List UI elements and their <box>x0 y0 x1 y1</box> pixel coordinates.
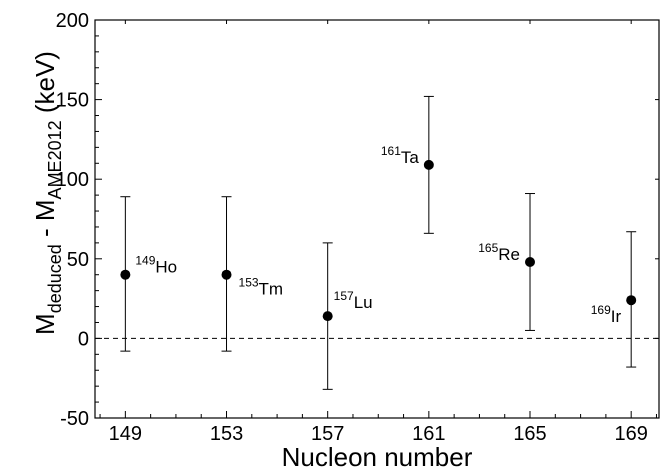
y-tick-label: 0 <box>78 328 89 350</box>
data-point <box>322 311 333 322</box>
y-tick-label: 100 <box>56 169 89 191</box>
point-label: 157Lu <box>334 289 373 312</box>
point-label-mass: 161 <box>381 144 401 158</box>
point-label-element: Ta <box>401 148 420 167</box>
data-point <box>221 269 232 280</box>
y-axis-title-sub1: deduced <box>45 244 65 313</box>
data-point <box>626 295 637 306</box>
point-label-mass: 157 <box>334 289 354 303</box>
point-label: 165Re <box>478 241 520 264</box>
point-label-mass: 169 <box>591 303 611 317</box>
point-label-element: Re <box>498 245 520 264</box>
point-label: 161Ta <box>381 144 420 167</box>
ticks: 149 153 157 161 165 169 -50 0 50 100 150 200 <box>56 10 659 445</box>
error-bars <box>120 95 637 390</box>
point-label-element: Tm <box>259 280 284 299</box>
point-label: 169Ir <box>591 303 622 326</box>
y-axis-title-unit: (keV) <box>30 51 60 120</box>
x-tick-label: 153 <box>210 423 243 445</box>
y-axis-title: Mdeduced - MAME2012 (keV) <box>30 51 65 335</box>
x-tick-label: 157 <box>311 423 344 445</box>
y-tick-label: 150 <box>56 90 89 112</box>
y-tick-label: 200 <box>56 10 89 32</box>
y-tick-label: 50 <box>67 249 89 271</box>
data-point <box>423 159 434 170</box>
data-point <box>525 256 536 267</box>
point-label: 153Tm <box>239 276 284 299</box>
point-label-element: Lu <box>354 293 373 312</box>
x-axis-title: Nucleon number <box>282 442 473 472</box>
x-tick-label: 165 <box>513 423 546 445</box>
y-axis-title-base: M <box>30 313 60 335</box>
point-labels: 149Ho 153Tm 157Lu 161Ta 165Re 169Ir <box>135 144 621 326</box>
y-axis-title-sub2: AME2012 <box>45 120 65 199</box>
data-points <box>120 159 637 322</box>
point-label-mass: 165 <box>478 241 498 255</box>
point-label-element: Ir <box>611 307 622 326</box>
y-tick-label: -50 <box>60 408 89 430</box>
x-tick-label: 161 <box>412 423 445 445</box>
x-tick-label: 149 <box>109 423 142 445</box>
point-label-mass: 153 <box>239 276 259 290</box>
point-label: 149Ho <box>135 254 177 277</box>
axes <box>94 19 660 419</box>
point-label-mass: 149 <box>135 254 155 268</box>
y-axis-title-middle: - M <box>30 199 60 244</box>
point-label-element: Ho <box>155 258 177 277</box>
plot-frame <box>94 19 660 419</box>
x-tick-label: 169 <box>614 423 647 445</box>
data-point <box>120 269 131 280</box>
